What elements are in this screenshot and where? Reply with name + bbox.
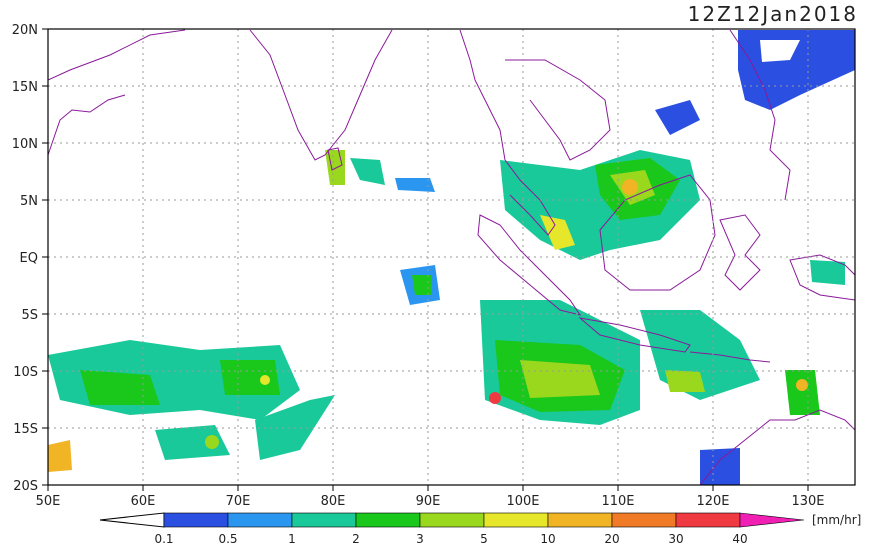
colorbar-tick-label: 30: [668, 532, 683, 544]
lon-label: 80E: [321, 494, 346, 509]
lat-label: 5S: [21, 308, 38, 323]
lon-axis: 50E 60E 70E 80E 90E 100E 110E 120E 130E: [36, 485, 825, 509]
lat-label: 20S: [13, 479, 38, 494]
lat-label: 10S: [13, 365, 38, 380]
coastlines: [48, 29, 855, 485]
colorbar-tick-label: 40: [732, 532, 747, 544]
precipitation-field: [48, 30, 855, 485]
colorbar-tick-label: 5: [480, 532, 488, 544]
colorbar-swatch: [483, 512, 549, 528]
colorbar-tick-label: 2: [352, 532, 360, 544]
lon-label: 120E: [696, 494, 729, 509]
lon-label: 90E: [416, 494, 441, 509]
lon-label: 100E: [506, 494, 539, 509]
colorbar: 0.1 0.5 1 2 3 5 10 20 30 40 [mm/hr]: [99, 512, 861, 544]
colorbar-swatch: [291, 512, 357, 528]
colorbar-swatch: [419, 512, 485, 528]
lat-label: EQ: [20, 251, 38, 266]
colorbar-under-arrow: [99, 512, 165, 528]
colorbar-tick-label: 0.1: [154, 532, 173, 544]
lat-label: 5N: [20, 194, 38, 209]
colorbar-tick-label: 3: [416, 532, 424, 544]
lat-axis: 20N 15N 10N 5N EQ 5S 10S 15S 20S: [12, 23, 48, 494]
timestamp-label: 12Z12Jan2018: [687, 2, 858, 26]
colorbar-over-arrow: [739, 512, 805, 528]
lon-label: 50E: [36, 494, 61, 509]
colorbar-swatch: [675, 512, 741, 528]
colorbar-swatch: [547, 512, 613, 528]
colorbar-tick-label: 0.5: [218, 532, 237, 544]
lat-label: 20N: [12, 23, 38, 38]
colorbar-swatch: [355, 512, 421, 528]
colorbar-tick-label: 1: [288, 532, 296, 544]
lon-label: 130E: [791, 494, 824, 509]
colorbar-tick-label: 20: [604, 532, 619, 544]
lat-label: 15S: [13, 422, 38, 437]
colorbar-tick-label: 10: [540, 532, 555, 544]
gridlines: [48, 29, 855, 485]
lon-label: 110E: [601, 494, 634, 509]
colorbar-swatch: [163, 512, 229, 528]
colorbar-unit-label: [mm/hr]: [812, 513, 861, 527]
lon-label: 60E: [131, 494, 156, 509]
colorbar-swatch: [611, 512, 677, 528]
colorbar-swatch: [227, 512, 293, 528]
lat-label: 15N: [12, 80, 38, 95]
lon-label: 70E: [226, 494, 251, 509]
lat-label: 10N: [12, 137, 38, 152]
